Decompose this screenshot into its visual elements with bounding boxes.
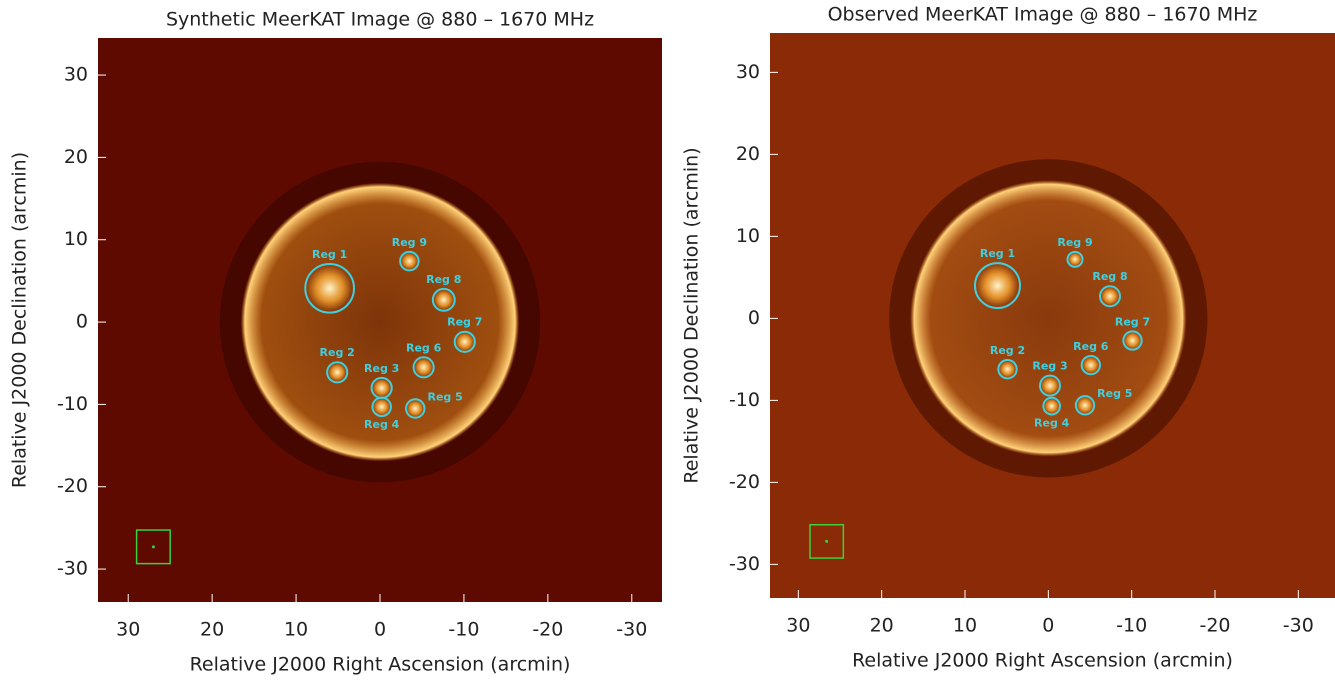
region-glow	[373, 399, 390, 416]
y-tick-label: -30	[729, 553, 760, 575]
region-label: Reg 7	[447, 316, 482, 329]
figure: Reg 1 Reg 2 Reg 3 Reg 4 Reg 5 Reg 6 Reg 7 Reg 8…	[0, 0, 1335, 681]
region-glow	[456, 333, 474, 351]
x-tick-label: -20	[1199, 615, 1230, 637]
region-glow	[308, 266, 352, 310]
region-label: Reg 7	[1115, 315, 1150, 328]
region-glow	[328, 363, 346, 381]
region-label: Reg 1	[980, 247, 1015, 260]
y-tick-label: -30	[57, 558, 88, 580]
region-label: Reg 5	[1097, 387, 1132, 400]
region-glow	[977, 265, 1018, 306]
region-glow	[373, 379, 391, 397]
beam	[825, 540, 828, 543]
x-tick-label: -10	[448, 619, 479, 641]
region-label: Reg 5	[427, 390, 462, 403]
y-tick-label: 20	[736, 143, 760, 165]
region-glow	[1101, 287, 1119, 305]
x-tick-label: 10	[953, 615, 977, 637]
panel: Reg 1 Reg 2 Reg 3 Reg 4 Reg 5 Reg 6 Reg 7 Reg 8…	[681, 4, 1335, 672]
region-glow	[1041, 377, 1059, 395]
region-glow	[401, 253, 418, 270]
x-tick-label: 0	[1042, 615, 1054, 637]
y-axis-label: Relative J2000 Declination (arcmin)	[681, 147, 703, 483]
x-tick-label: -10	[1116, 615, 1147, 637]
x-tick-label: -20	[532, 619, 563, 641]
y-tick-label: 0	[748, 307, 760, 329]
x-tick-label: 30	[116, 619, 140, 641]
y-tick-label: -10	[729, 389, 760, 411]
x-axis-label: Relative J2000 Right Ascension (arcmin)	[190, 654, 571, 676]
region-label: Reg 9	[392, 236, 427, 249]
y-tick-label: 10	[736, 225, 760, 247]
region-label: Reg 8	[426, 273, 461, 286]
region-label: Reg 9	[1057, 236, 1092, 249]
region-label: Reg 3	[364, 362, 399, 375]
region-label: Reg 4	[1034, 416, 1070, 429]
image-area: Reg 1 Reg 2 Reg 3 Reg 4 Reg 5 Reg 6 Reg 7 Reg 8…	[770, 33, 1335, 598]
x-axis-label: Relative J2000 Right Ascension (arcmin)	[852, 650, 1233, 672]
beam	[152, 545, 155, 548]
region-label: Reg 3	[1032, 360, 1067, 373]
region-label: Reg 8	[1092, 270, 1127, 283]
y-tick-label: 20	[64, 146, 88, 168]
y-tick-label: 0	[76, 311, 88, 333]
chart-title: Synthetic MeerKAT Image @ 880 – 1670 MHz	[166, 9, 594, 31]
region-label: Reg 2	[990, 344, 1025, 357]
x-tick-label: 0	[374, 619, 386, 641]
region-label: Reg 6	[406, 341, 442, 354]
region-glow	[434, 290, 454, 310]
y-tick-label: -20	[729, 471, 760, 493]
region-glow	[415, 358, 433, 376]
region-label: Reg 1	[312, 248, 347, 261]
x-tick-label: 30	[786, 615, 810, 637]
y-tick-label: 10	[64, 228, 88, 250]
y-tick-label: 30	[64, 64, 88, 86]
x-tick-label: 20	[870, 615, 894, 637]
region-label: Reg 2	[320, 346, 355, 359]
y-axis-label: Relative J2000 Declination (arcmin)	[9, 152, 31, 488]
x-tick-label: -30	[1283, 615, 1314, 637]
y-tick-label: -10	[57, 393, 88, 415]
panel: Reg 1 Reg 2 Reg 3 Reg 4 Reg 5 Reg 6 Reg 7 Reg 8…	[9, 9, 663, 676]
region-label: Reg 6	[1073, 340, 1109, 353]
image-area: Reg 1 Reg 2 Reg 3 Reg 4 Reg 5 Reg 6 Reg 7 Reg 8…	[98, 38, 662, 602]
region-glow	[407, 400, 424, 417]
y-tick-label: -20	[57, 475, 88, 497]
y-tick-label: 30	[736, 61, 760, 83]
chart-title: Observed MeerKAT Image @ 880 – 1670 MHz	[828, 4, 1258, 26]
region-label: Reg 4	[364, 418, 400, 431]
x-tick-label: 20	[200, 619, 224, 641]
x-tick-label: -30	[616, 619, 647, 641]
x-tick-label: 10	[284, 619, 308, 641]
